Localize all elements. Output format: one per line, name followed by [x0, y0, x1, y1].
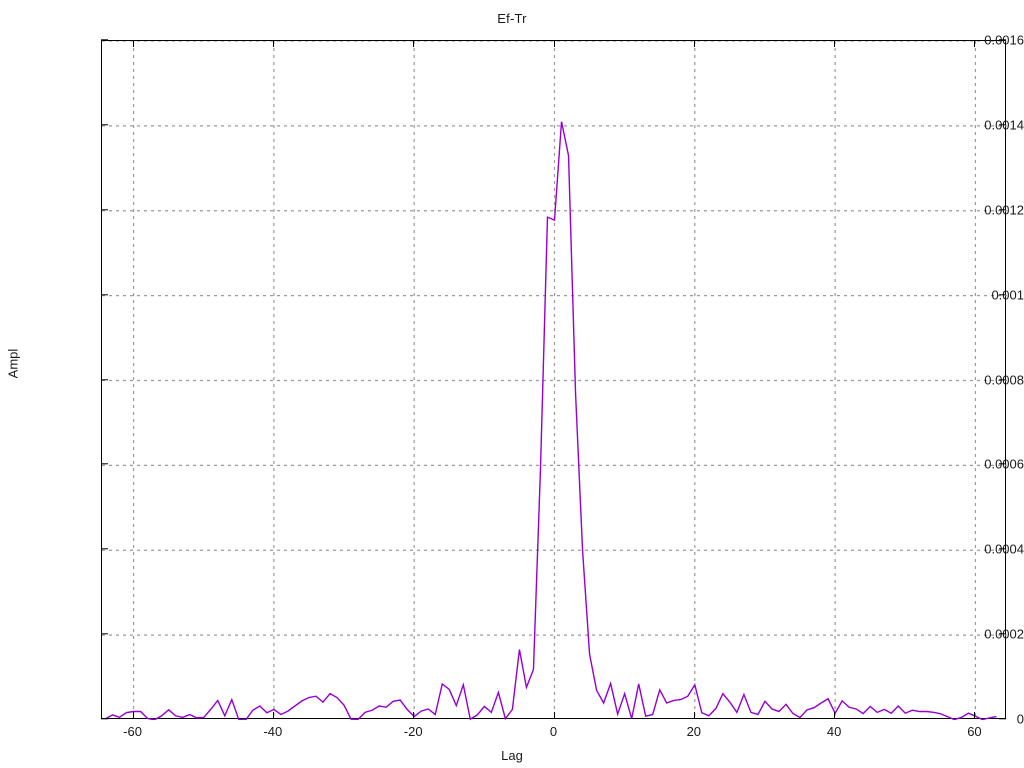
x-tickmark: [413, 712, 415, 719]
y-tickmark-right: [999, 633, 1006, 635]
x-axis-label: Lag: [501, 748, 523, 763]
y-tickmark: [101, 39, 108, 41]
y-tick-label: 0.0012: [984, 202, 1024, 218]
x-tickmark-top: [132, 40, 134, 47]
y-tickmark: [101, 548, 108, 550]
x-tickmark: [834, 712, 836, 719]
x-tick-label: -60: [123, 724, 142, 739]
y-tickmark-right: [999, 293, 1006, 295]
x-tickmark-top: [834, 40, 836, 47]
x-tick-label: 0: [549, 724, 558, 739]
y-tick-label: 0: [1016, 711, 1024, 727]
x-tickmark: [693, 712, 695, 719]
x-tickmark: [132, 712, 134, 719]
x-tickmark-top: [553, 40, 555, 47]
gridlines: [102, 41, 1007, 720]
y-tick-label: 0.0008: [984, 372, 1024, 387]
x-tickmark-top: [693, 40, 695, 47]
y-tickmark: [101, 463, 108, 465]
y-tick-label: 0.0006: [984, 456, 1024, 472]
y-tickmark: [101, 718, 108, 720]
y-tickmark: [101, 293, 108, 295]
y-tickmark-right: [999, 39, 1006, 41]
y-tickmark-right: [999, 124, 1006, 126]
data-series-group: [105, 121, 997, 720]
plot-svg: [102, 41, 1007, 720]
y-axis-label: Ampl: [5, 348, 21, 379]
y-tickmark-right: [999, 378, 1006, 380]
x-tickmark-top: [272, 40, 274, 47]
y-tick-label: 0.0002: [984, 626, 1024, 642]
y-tick-label: 0.0004: [984, 541, 1024, 557]
plot-area: [101, 40, 1007, 720]
x-tick-label: 20: [686, 724, 702, 739]
x-tickmark-top: [974, 40, 976, 47]
y-tick-label: 0.0016: [984, 32, 1024, 48]
y-tickmark: [101, 378, 108, 380]
y-tickmark-right: [999, 718, 1006, 720]
x-tickmark: [272, 712, 274, 719]
y-tick-label: 0.001: [991, 287, 1024, 303]
y-tickmark: [101, 633, 108, 635]
y-tickmark-right: [999, 209, 1006, 211]
x-tick-label: -40: [263, 724, 283, 739]
data-line: [105, 121, 997, 720]
x-tickmark: [553, 712, 555, 719]
y-tickmark: [101, 209, 108, 211]
x-tick-label: -20: [403, 724, 423, 739]
x-tickmark-top: [413, 40, 415, 47]
x-tick-label: 60: [967, 724, 982, 739]
y-tickmark-right: [999, 463, 1006, 465]
y-tick-label: 0.0014: [984, 117, 1024, 133]
chart-title: Ef-Tr: [497, 11, 527, 26]
x-tickmark: [974, 712, 976, 719]
y-tickmark-right: [999, 548, 1006, 550]
x-tick-label: 40: [826, 724, 842, 739]
y-tickmark: [101, 124, 108, 126]
